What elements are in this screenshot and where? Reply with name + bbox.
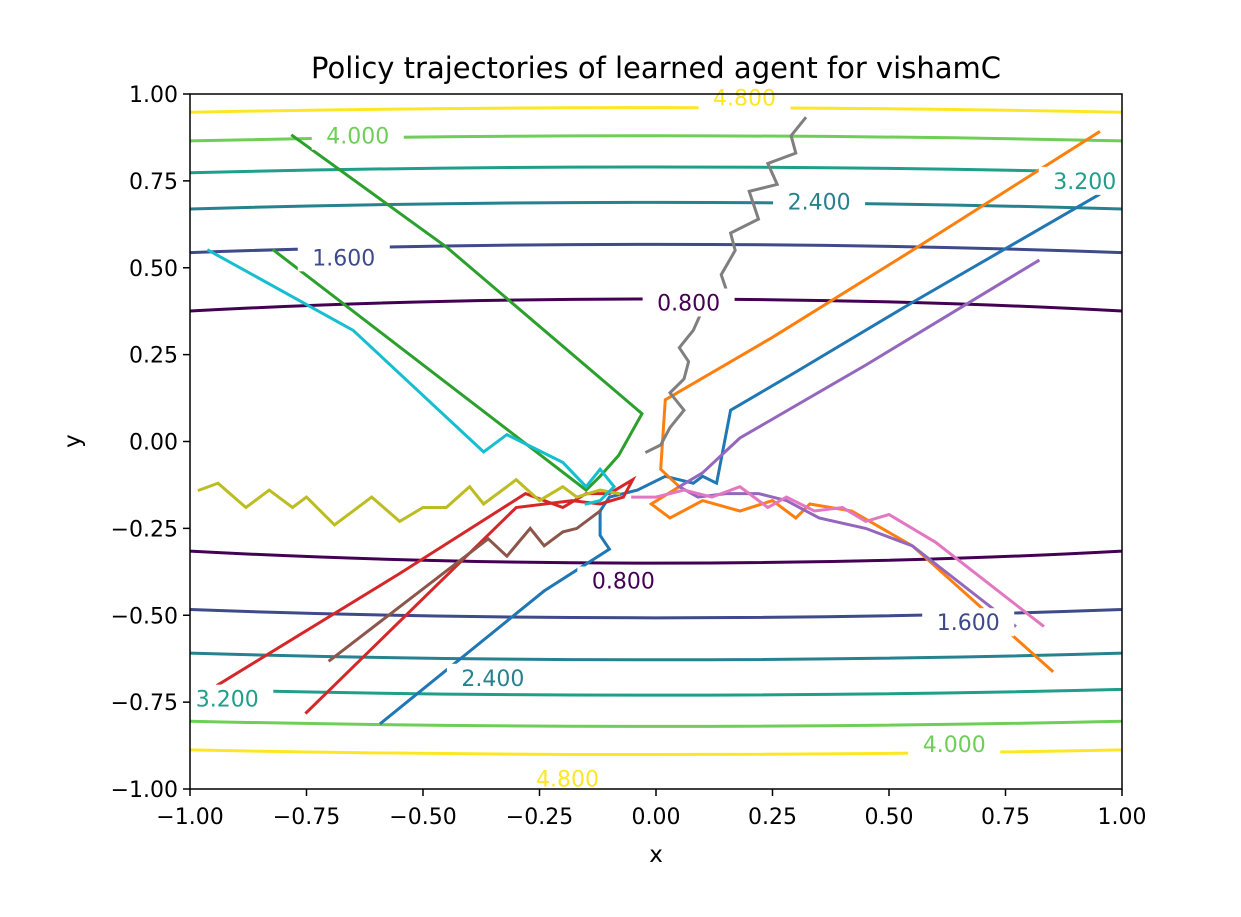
- contour-label: 4.000: [326, 125, 389, 150]
- contour-label-gap: [908, 729, 1001, 758]
- contour-label-gap: [922, 608, 1015, 637]
- contour-label-gap: [521, 764, 614, 793]
- contour-label-gap: [297, 243, 390, 272]
- y-tick-label: 0.75: [129, 170, 178, 195]
- contour-label-layer: 0.800 0.800 1.600 1.600 2.400 2.400 3.200 3.200…: [181, 83, 1131, 793]
- contour-label: 4.000: [923, 733, 986, 758]
- contour-label-gap: [577, 566, 670, 595]
- x-tick-label: 0.75: [981, 805, 1030, 830]
- chart-title: Policy trajectories of learned agent for…: [311, 51, 1001, 85]
- y-tick-label: 0.25: [129, 344, 178, 369]
- y-axis-label: y: [60, 434, 86, 448]
- axis-ticks: −1.00 −0.75 −0.50 −0.25 0.00 0.25 0.50 0.75 1.00…: [111, 83, 1147, 830]
- x-tick-label: −0.75: [273, 805, 340, 830]
- contour-line-4.800: [190, 106, 1122, 756]
- x-axis-label: x: [649, 842, 663, 868]
- contour-label: 2.400: [461, 667, 524, 692]
- contour-label: 0.800: [657, 292, 720, 317]
- y-tick-label: −0.75: [111, 691, 178, 716]
- trajectory-line-3: [271, 133, 644, 493]
- contour-label: 1.600: [937, 611, 1000, 636]
- contour-layer: [190, 106, 1122, 756]
- x-tick-label: −0.25: [506, 805, 573, 830]
- contour-label-gap: [773, 187, 866, 216]
- contour-label-gap: [446, 663, 539, 692]
- trajectory-line-7: [631, 485, 1045, 628]
- trajectory-line-1: [378, 192, 1101, 726]
- y-tick-label: 0.00: [129, 431, 178, 456]
- y-tick-label: −0.50: [111, 604, 178, 629]
- trajectory-line-9: [197, 477, 621, 527]
- x-tick-label: −1.00: [156, 805, 223, 830]
- y-tick-label: −0.25: [111, 517, 178, 542]
- y-tick-label: 0.50: [129, 257, 178, 282]
- contour-label-gap: [311, 121, 404, 150]
- contour-label-gap: [642, 288, 735, 317]
- trajectory-line-6: [327, 508, 603, 663]
- trajectory-line-10: [206, 248, 617, 506]
- trajectory-layer: [197, 116, 1101, 726]
- x-tick-label: 0.00: [632, 805, 681, 830]
- trajectory-line-5: [676, 258, 1041, 628]
- contour-label-gap: [698, 83, 791, 112]
- contour-label: 0.800: [592, 570, 655, 595]
- x-tick-label: 0.50: [865, 805, 914, 830]
- contour-label: 4.800: [713, 86, 776, 111]
- contour-line-1.600: [190, 242, 1122, 620]
- contour-label: 3.200: [196, 688, 259, 713]
- y-tick-label: −1.00: [111, 778, 178, 803]
- contour-label: 3.200: [1053, 170, 1116, 195]
- y-tick-label: 1.00: [129, 83, 178, 108]
- contour-line-2.400: [190, 200, 1122, 662]
- x-tick-label: −0.50: [389, 805, 456, 830]
- x-tick-label: 0.25: [748, 805, 797, 830]
- trajectory-line-4: [215, 475, 637, 715]
- contour-line-3.200: [190, 165, 1122, 697]
- contour-label: 1.600: [312, 246, 375, 271]
- contour-line-4.000: [190, 134, 1122, 728]
- contour-label-gap: [181, 684, 274, 713]
- contour-label: 2.400: [788, 191, 851, 216]
- contour-label-gap: [1038, 166, 1131, 195]
- x-tick-label: 1.00: [1098, 805, 1147, 830]
